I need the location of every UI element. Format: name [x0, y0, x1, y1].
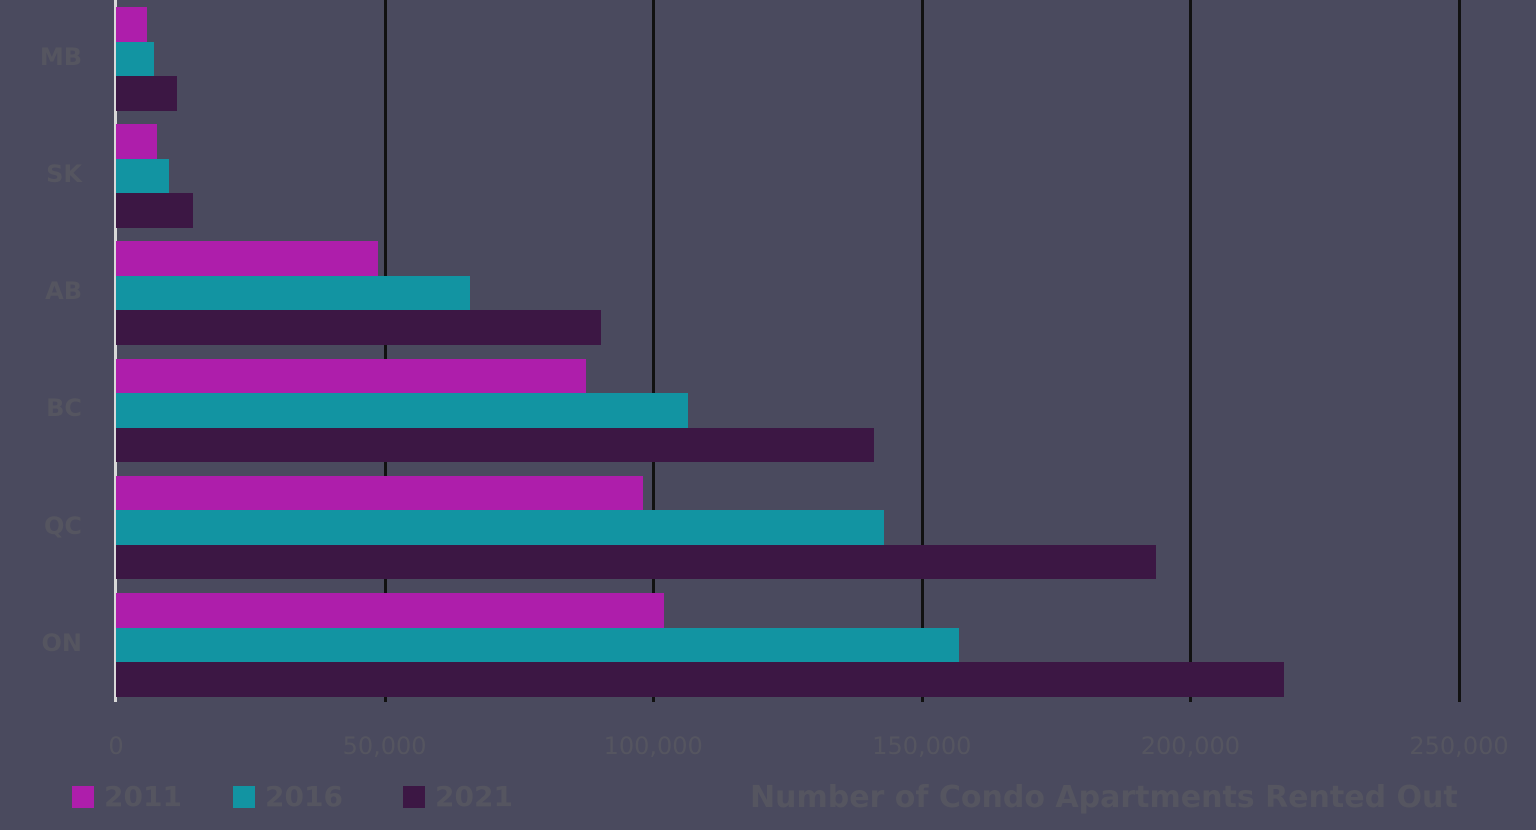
bar-bc-2021 [116, 427, 874, 463]
bar-sk-2016 [116, 158, 170, 194]
legend-swatch-2016 [233, 785, 255, 808]
bar-ab-2011 [116, 241, 379, 276]
legend-label: 2021 [435, 780, 513, 813]
bar-on-2021 [116, 662, 1284, 697]
category-label: QC [43, 511, 82, 540]
legend-swatch-2021 [403, 785, 425, 808]
category-label: MB [39, 42, 82, 71]
category-label: SK [46, 159, 82, 188]
bar-on-2011 [116, 593, 664, 628]
gridline [652, 0, 656, 702]
bar-mb-2021 [116, 76, 178, 111]
category-label: ON [41, 628, 83, 657]
bar-bc-2011 [116, 358, 587, 394]
legend-label: 2016 [265, 780, 343, 813]
gridline [1189, 0, 1193, 702]
x-tick-label: 250,000 [1409, 732, 1509, 760]
category-label: AB [45, 277, 82, 306]
bar-ab-2016 [116, 275, 470, 311]
bar-ab-2021 [116, 310, 602, 345]
legend-item-2021: 2021 [403, 780, 513, 813]
x-tick-label: 200,000 [1140, 732, 1241, 760]
gridline [920, 0, 924, 702]
x-axis-title: Number of Condo Apartments Rented Out [750, 780, 1458, 815]
bar-on-2016 [116, 627, 959, 662]
bar-qc-2016 [116, 510, 885, 545]
legend-item-2016: 2016 [233, 780, 343, 813]
legend-item-2011: 2011 [72, 780, 182, 813]
bar-sk-2011 [116, 124, 157, 159]
bar-mb-2016 [116, 41, 155, 76]
legend-swatch-2011 [72, 785, 94, 808]
bar-mb-2011 [116, 7, 148, 42]
bar-qc-2011 [116, 475, 643, 511]
gridline [383, 0, 387, 702]
bar-qc-2021 [116, 544, 1157, 580]
gridline [1458, 0, 1461, 702]
bar-bc-2016 [116, 393, 689, 428]
x-tick-label: 100,000 [603, 732, 703, 760]
y-axis-line [114, 0, 117, 702]
x-tick-label: 150,000 [872, 732, 972, 760]
x-tick-label: 50,000 [342, 732, 427, 760]
x-tick-label: 0 [108, 732, 124, 760]
bar-sk-2021 [116, 193, 193, 228]
legend-label: 2011 [104, 780, 182, 813]
category-label: BC [46, 394, 82, 423]
